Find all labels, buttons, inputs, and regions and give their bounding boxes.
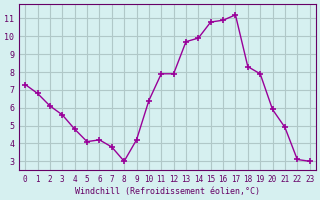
- X-axis label: Windchill (Refroidissement éolien,°C): Windchill (Refroidissement éolien,°C): [75, 187, 260, 196]
